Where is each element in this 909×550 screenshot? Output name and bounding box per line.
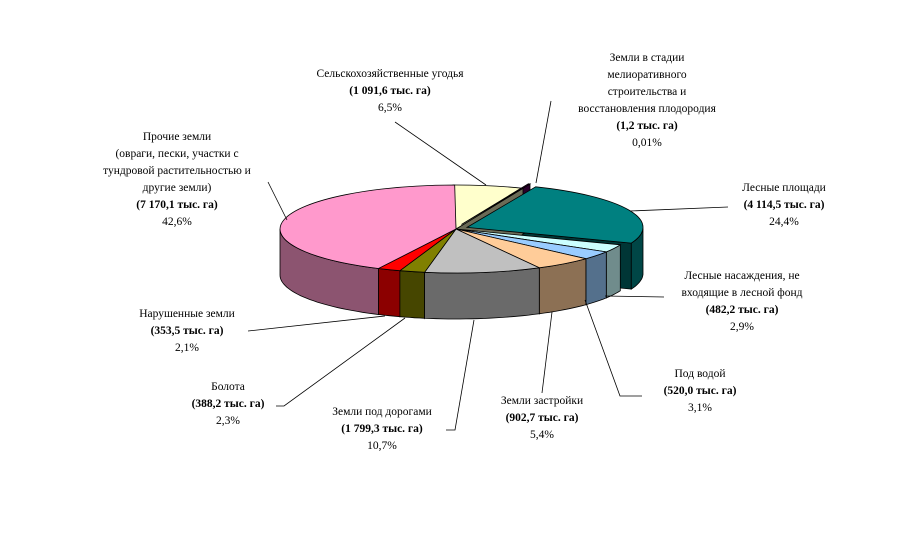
pie-side-swamps <box>399 270 425 319</box>
leader-line-disturbed <box>247 315 386 332</box>
label-melio-value: (1,2 тыс. га) <box>616 120 678 132</box>
label-melio-percent: 0,01% <box>632 137 662 149</box>
pie-side-disturbed <box>378 268 401 318</box>
leader-line-other <box>267 181 288 221</box>
label-roads: Земли под дорогами (1 799,3 тыс. га) 10,… <box>312 404 452 455</box>
label-forest-value: (4 114,5 тыс. га) <box>743 199 825 211</box>
leader-line-swamps <box>276 317 406 407</box>
label-built-name: Земли застройки <box>500 395 584 407</box>
label-built: Земли застройки (902,7 тыс. га) 5,4% <box>482 393 602 444</box>
label-built-value: (902,7 тыс. га) <box>505 412 579 424</box>
label-other-name-4: другие земли) <box>142 182 212 194</box>
label-roads-value: (1 799,3 тыс. га) <box>341 423 423 435</box>
label-disturbed-percent: 2,1% <box>175 342 199 354</box>
label-melio-name-3: строительства и <box>607 86 687 98</box>
leader-line-agri <box>394 121 487 186</box>
pie-slice-forest <box>465 186 644 244</box>
label-planting: Лесные насаждения, не входящие в лесной … <box>662 268 822 336</box>
pie-side-roads <box>424 267 540 320</box>
label-water: Под водой (520,0 тыс. га) 3,1% <box>640 366 760 417</box>
label-agri-name: Сельскохозяйственные угодья <box>316 68 464 80</box>
pie-tops <box>279 183 644 274</box>
label-swamps: Болота (388,2 тыс. га) 2,3% <box>178 379 278 430</box>
label-water-value: (520,0 тыс. га) <box>663 385 737 397</box>
leader-line-roads <box>446 319 475 431</box>
label-planting-percent: 2,9% <box>730 321 754 333</box>
label-water-name: Под водой <box>674 368 726 380</box>
leader-line-water <box>584 299 642 397</box>
label-forest-name: Лесные площади <box>742 182 826 194</box>
label-agri-percent: 6,5% <box>378 102 402 114</box>
label-disturbed-name: Нарушенные земли <box>139 308 235 320</box>
label-swamps-name: Болота <box>211 381 245 393</box>
label-forest-percent: 24,4% <box>769 216 799 228</box>
label-planting-name-2: входящие в лесной фонд <box>681 287 803 299</box>
label-other-percent: 42,6% <box>162 216 192 228</box>
leader-line-planting <box>604 295 665 298</box>
leader-line-forest <box>629 206 729 212</box>
pie-slice-other <box>279 184 457 269</box>
label-water-percent: 3,1% <box>688 402 712 414</box>
label-planting-value: (482,2 тыс. га) <box>705 304 779 316</box>
label-other-name-2: (овраги, пески, участки с <box>115 148 239 160</box>
label-planting-name-1: Лесные насаждения, не <box>684 270 800 282</box>
label-swamps-value: (388,2 тыс. га) <box>191 398 265 410</box>
label-other-name-3: тундровой растительностью и <box>103 165 251 177</box>
pie-slice-melio <box>461 183 532 225</box>
label-melio: Земли в стадии мелиоративного строительс… <box>552 50 742 152</box>
pie-side-planting <box>605 244 621 299</box>
label-agri: Сельскохозяйственные угодья (1 091,6 тыс… <box>290 66 490 117</box>
label-other-name-1: Прочие земли <box>142 131 212 143</box>
label-agri-value: (1 091,6 тыс. га) <box>349 85 431 97</box>
label-melio-name-4: восстановления плодородия <box>578 103 716 115</box>
leader-line-melio <box>535 100 552 184</box>
pie-side-water <box>585 251 607 306</box>
label-other-value: (7 170,1 тыс. га) <box>136 199 218 211</box>
label-swamps-percent: 2,3% <box>216 415 240 427</box>
label-other: Прочие земли (овраги, пески, участки с т… <box>82 129 272 231</box>
leader-lines <box>247 100 729 431</box>
label-disturbed-value: (353,5 тыс. га) <box>150 325 224 337</box>
label-melio-name-2: мелиоративного <box>607 69 687 81</box>
label-forest: Лесные площади (4 114,5 тыс. га) 24,4% <box>724 180 844 231</box>
label-built-percent: 5,4% <box>530 429 554 441</box>
label-melio-name-1: Земли в стадии <box>609 52 685 64</box>
leader-line-built <box>541 311 553 394</box>
pie-slice-roads <box>423 228 541 274</box>
label-roads-percent: 10,7% <box>367 440 397 452</box>
label-roads-name: Земли под дорогами <box>332 406 432 418</box>
label-disturbed: Нарушенные земли (353,5 тыс. га) 2,1% <box>128 306 246 357</box>
